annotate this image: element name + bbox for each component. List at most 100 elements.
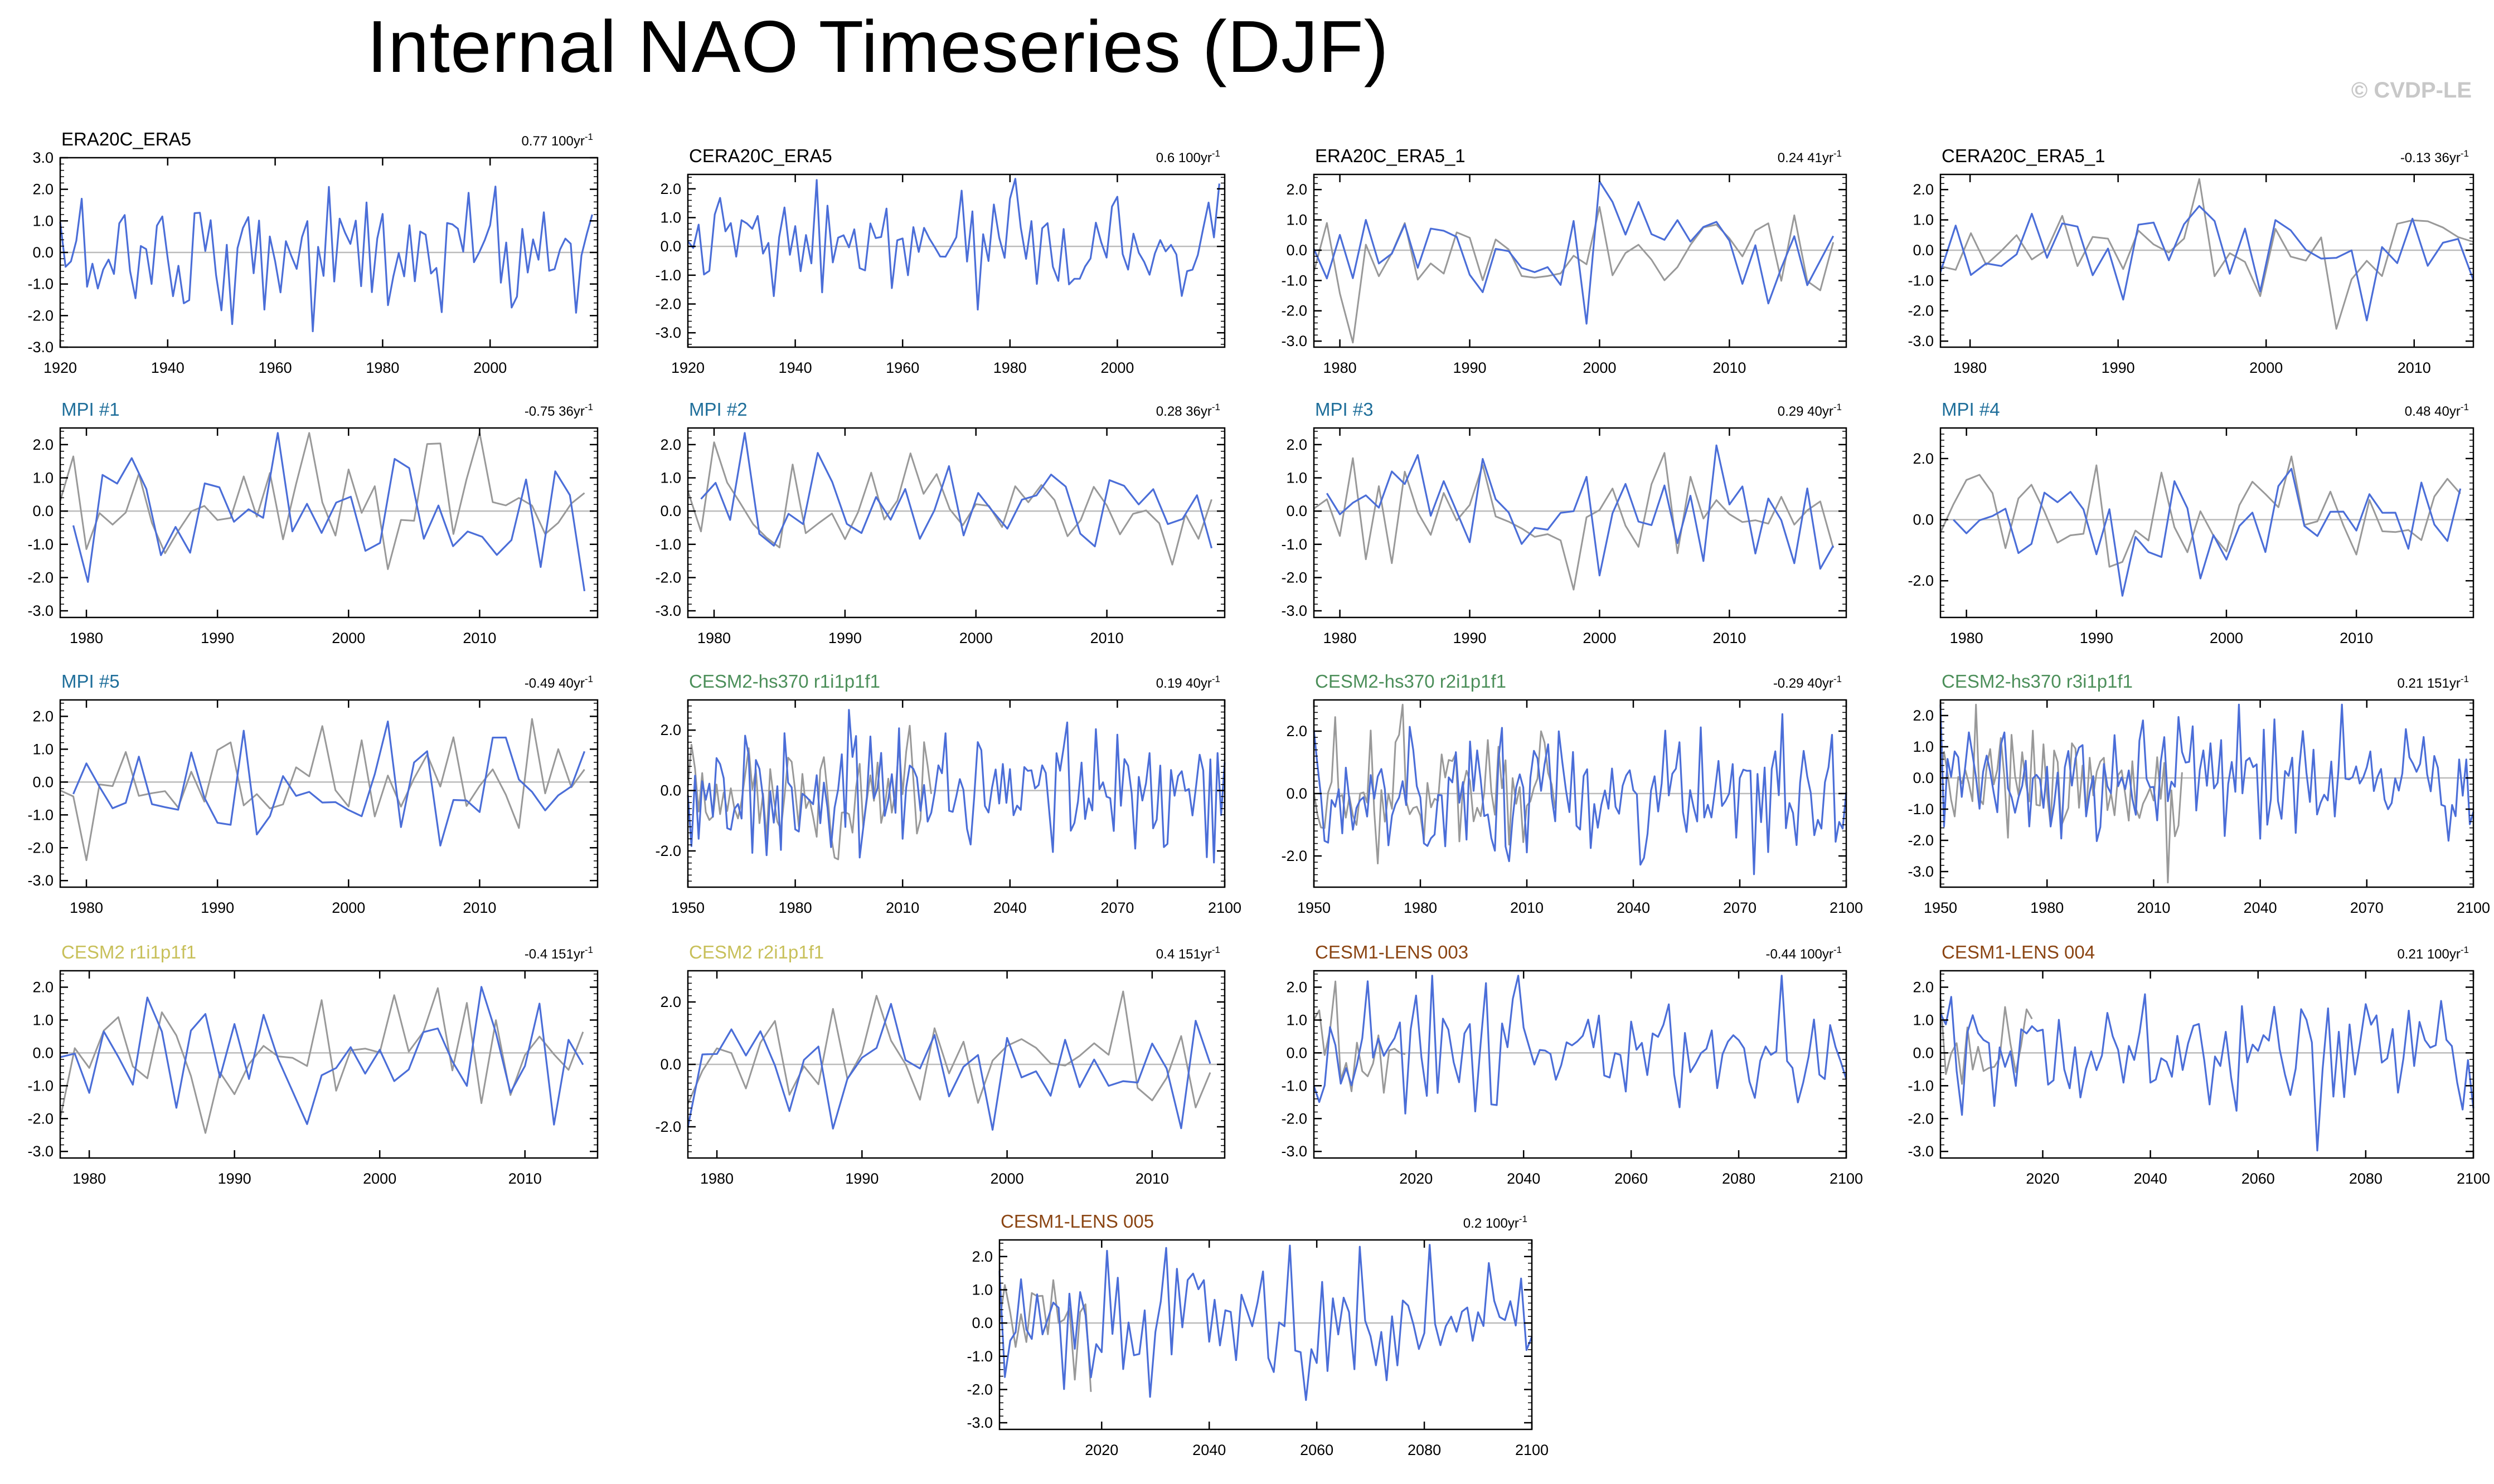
x-tick-label: 1980 (70, 899, 103, 916)
x-tick-label: 2100 (2457, 1170, 2490, 1187)
y-tick-label: -2.0 (1281, 848, 1307, 864)
y-tick-label: 0.0 (660, 1056, 681, 1073)
y-tick-label: 0.0 (1286, 785, 1307, 802)
panel-stat: 0.19 40yr-1 (1156, 674, 1220, 691)
chart-panel-2: 2.0 1.0 0.0 -1.0 -2.0 -3.0 1920 1940 1960 1980 200… (655, 145, 1226, 376)
plot-frame (998, 1239, 1533, 1431)
y-tick-label: -2.0 (1908, 303, 1934, 319)
chart-panel-8: 2.0 0.0 -2.0 1980 1990 2000 2010 MPI #4 0.48 40y… (1908, 399, 2474, 646)
y-tick-label: 2.0 (1913, 181, 1934, 198)
chart-panel-17: 2.0 1.0 0.0 -1.0 -2.0 -3.0 2020 2040 2060 2080 210… (967, 1211, 1549, 1458)
y-tick-label: 0.0 (1286, 503, 1307, 519)
observed-series-line (687, 990, 1211, 1108)
y-tick-label: 0.0 (660, 782, 681, 799)
panel-title: ERA20C_ERA5 (61, 129, 191, 149)
chart-panel-14: 2.0 0.0 -2.0 1980 1990 2000 2010 CESM2 r2i1p1f1… (655, 942, 1226, 1187)
x-tick-label: 1920 (43, 359, 77, 376)
y-tick-label: -2.0 (967, 1381, 993, 1398)
x-tick-label: 2010 (1510, 899, 1544, 916)
x-tick-label: 2010 (463, 899, 496, 916)
x-tick-label: 2010 (463, 630, 496, 646)
x-tick-label: 2000 (2249, 359, 2283, 376)
panel-title: CESM1-LENS 005 (1001, 1211, 1154, 1232)
y-tick-label: -3.0 (1908, 863, 1934, 880)
y-tick-label: -2.0 (27, 839, 54, 856)
observed-series-line (687, 441, 1212, 566)
x-tick-label: 2040 (2244, 899, 2277, 916)
y-tick-label: 2.0 (1913, 707, 1934, 724)
y-tick-label: 2.0 (32, 979, 54, 995)
y-tick-label: 0.0 (660, 503, 681, 519)
observed-series-line (59, 432, 585, 570)
observed-series-line (1939, 455, 2461, 568)
x-tick-label: 2080 (1722, 1170, 1755, 1187)
x-tick-label: 2070 (1100, 899, 1134, 916)
x-tick-label: 1950 (1297, 899, 1331, 916)
observed-series-line (1313, 703, 1556, 864)
observed-series-line (998, 1279, 1092, 1392)
y-tick-label: -2.0 (1908, 572, 1934, 589)
x-tick-label: 1990 (828, 630, 862, 646)
x-tick-label: 1980 (1953, 359, 1987, 376)
chart-panel-15: 2.0 1.0 0.0 -1.0 -2.0 -3.0 2020 2040 2060 2080 210… (1281, 942, 1863, 1187)
y-tick-label: -3.0 (1908, 333, 1934, 349)
panel-stat: -0.49 40yr-1 (525, 674, 593, 691)
model-series-line (687, 1003, 1211, 1131)
y-tick-label: 2.0 (660, 436, 681, 453)
x-tick-label: 2060 (2241, 1170, 2275, 1187)
observed-series-line (1313, 452, 1835, 591)
y-tick-label: 2.0 (660, 994, 681, 1010)
panel-title: ERA20C_ERA5_1 (1315, 145, 1466, 166)
model-series-line (72, 720, 585, 847)
plot-frame (1313, 970, 1847, 1159)
chart-panel-7: 2.0 1.0 0.0 -1.0 -2.0 -3.0 1980 1990 2000 2010 MPI… (1281, 399, 1847, 646)
y-tick-label: -2.0 (1281, 303, 1307, 319)
panel-title: CESM1-LENS 004 (1942, 942, 2095, 962)
panel-title: MPI #5 (61, 671, 120, 692)
x-tick-label: 2000 (959, 630, 993, 646)
y-tick-label: 1.0 (32, 741, 54, 757)
y-tick-label: 0.0 (972, 1315, 993, 1331)
y-tick-label: -2.0 (655, 843, 681, 859)
panel-title: CESM1-LENS 003 (1315, 942, 1468, 962)
observed-series-line (1939, 703, 2183, 884)
observed-series-line (1940, 178, 2474, 330)
x-tick-label: 2080 (2349, 1170, 2383, 1187)
y-tick-label: 2.0 (1286, 723, 1307, 739)
y-tick-label: 0.0 (1913, 770, 1934, 786)
y-tick-label: 0.0 (32, 503, 54, 519)
observed-series-line (1313, 980, 1406, 1094)
x-tick-label: 2000 (991, 1170, 1024, 1187)
y-tick-label: 0.0 (1286, 242, 1307, 259)
x-tick-label: 1990 (1453, 630, 1486, 646)
y-tick-label: 0.0 (1913, 1044, 1934, 1061)
x-tick-label: 1990 (201, 630, 234, 646)
x-tick-label: 1980 (70, 630, 103, 646)
panel-stat: 0.24 41yr-1 (1778, 148, 1842, 166)
x-tick-label: 2080 (1408, 1442, 1441, 1458)
y-tick-label: 1.0 (32, 469, 54, 486)
x-tick-label: 1990 (1453, 359, 1486, 376)
x-tick-label: 2010 (1712, 359, 1746, 376)
x-tick-label: 2060 (1300, 1442, 1333, 1458)
plot-frame (1939, 427, 2474, 619)
page-title: Internal NAO Timeseries (DJF) (367, 6, 1389, 87)
panel-title: CERA20C_ERA5 (689, 145, 832, 166)
x-tick-label: 2040 (1507, 1170, 1540, 1187)
x-tick-label: 1940 (779, 359, 812, 376)
x-tick-label: 2000 (1583, 359, 1616, 376)
y-tick-label: -3.0 (655, 602, 681, 619)
x-tick-label: 1980 (697, 630, 731, 646)
x-tick-label: 2020 (1399, 1170, 1433, 1187)
credit-text: © CVDP-LE (2351, 78, 2472, 103)
y-tick-label: 0.0 (32, 1044, 54, 1061)
x-tick-label: 1980 (779, 899, 812, 916)
y-tick-label: -3.0 (1908, 1143, 1934, 1160)
chart-panel-11: 2.0 0.0 -2.0 1950 1980 2010 2040 2070 2100 CESM2-… (1281, 671, 1863, 916)
panel-title: CESM2 r1i1p1f1 (61, 942, 196, 962)
model-series-line (700, 432, 1213, 549)
y-tick-label: -1.0 (1281, 272, 1307, 289)
x-tick-label: 2070 (1723, 899, 1757, 916)
plot-frame (1939, 970, 2474, 1159)
chart-panel-6: 2.0 1.0 0.0 -1.0 -2.0 -3.0 1980 1990 2000 2010 MPI… (655, 399, 1226, 646)
